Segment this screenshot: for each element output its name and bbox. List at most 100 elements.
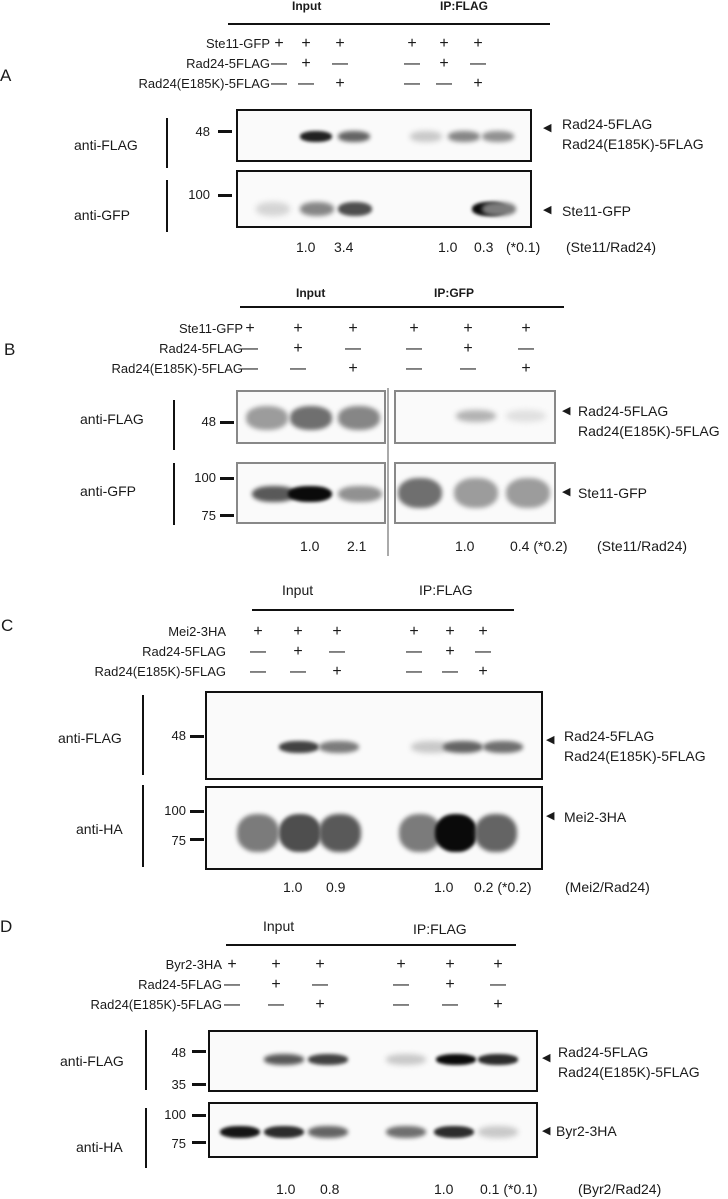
sign-r2-lane3: — (345, 340, 361, 357)
sign-r3-lane2: — (290, 663, 306, 680)
panel-c-input-header: Input (282, 582, 314, 598)
panel-a-antibody-gfp: anti-GFP (74, 207, 131, 223)
panel-a-ratio-1: 1.0 (296, 239, 316, 255)
sign-r3-lane2: — (298, 75, 314, 92)
blot-band (264, 1126, 304, 1138)
panel-d-tick-75 (192, 1141, 206, 1144)
panel-a-antibody-flag: anti-FLAG (74, 137, 138, 153)
panel-d-target-2: Rad24(E185K)-5FLAG (558, 1064, 700, 1080)
blot-band (300, 131, 332, 142)
sign-r1-lane5: + (463, 320, 473, 337)
panel-b-marker-48: 48 (201, 414, 216, 429)
sign-r2-lane4: — (404, 55, 420, 72)
sign-r1-lane1: + (227, 956, 237, 973)
panel-c-marker-100: 100 (164, 803, 186, 818)
panel-d-row-label-1: Byr2-3HA (165, 957, 222, 972)
sign-r1-lane2: + (293, 320, 303, 337)
blot-band (338, 131, 370, 142)
panel-a-bracket-gfp (166, 180, 168, 232)
panel-b-flag-blot-input (236, 390, 386, 444)
panel-a-arrow-gfp: ◀ (543, 204, 552, 216)
blot-band (264, 1054, 304, 1065)
panel-c-ha-blot (205, 786, 543, 870)
sign-r3-lane1: — (242, 360, 258, 377)
sign-r3-lane5: — (442, 996, 458, 1013)
panel-d-input-header: Input (263, 918, 295, 934)
panel-d-antibody-ha: anti-HA (76, 1139, 123, 1155)
panel-d-target-3: Byr2-3HA (556, 1123, 617, 1139)
sign-r3-lane5: — (442, 663, 458, 680)
blot-band (475, 814, 517, 852)
sign-r3-lane6: + (521, 360, 531, 377)
panel-c-marker-48: 48 (171, 728, 186, 743)
blot-band (252, 486, 296, 502)
blot-band (410, 131, 442, 142)
sign-r3-lane2: — (290, 360, 306, 377)
sign-r2-lane1: — (224, 976, 240, 993)
sign-r2-lane5: + (439, 55, 449, 72)
panel-a-marker-100: 100 (188, 187, 210, 202)
panel-c-target-3: Mei2-3HA (564, 809, 627, 825)
blot-band (279, 814, 321, 852)
panel-c-ratio-1: 1.0 (283, 879, 303, 895)
panel-a-row-label-1: Ste11-GFP (205, 36, 270, 51)
sign-r3-lane4: — (406, 360, 422, 377)
panel-b-gfp-blot-input (236, 462, 386, 524)
sign-r1-lane6: + (521, 320, 531, 337)
sign-r3-lane3: + (348, 360, 358, 377)
panel-b-bracket-flag (173, 400, 175, 450)
sign-r3-lane4: — (406, 663, 422, 680)
panel-c-ip-header: IP:FLAG (419, 582, 473, 598)
blot-band (319, 741, 359, 753)
sign-r1-lane6: + (478, 623, 488, 640)
panel-d-ha-blot (208, 1102, 538, 1158)
sign-r1-lane5: + (445, 623, 455, 640)
sign-r3-lane1: — (224, 996, 240, 1013)
panel-c-row-label-1: Mei2-3HA (168, 624, 226, 639)
sign-r2-lane6: — (490, 976, 506, 993)
blot-band (482, 131, 514, 142)
panel-c-ratio-4: 0.2 (*0.2) (474, 879, 532, 895)
panel-b-flag-blot-ip (394, 390, 556, 444)
panel-b-marker-75: 75 (201, 508, 216, 523)
sign-r1-lane3: + (332, 623, 342, 640)
panel-b-row-label-1: Ste11-GFP (178, 321, 243, 336)
panel-a-arrow-flag: ◀ (543, 122, 552, 134)
blot-band (288, 486, 332, 502)
blot-band (308, 1054, 348, 1065)
panel-d-ratio-1: 1.0 (276, 1181, 296, 1197)
panel-d-bracket-flag (145, 1030, 147, 1090)
blot-band (456, 410, 496, 422)
panel-a-input-header: Input (292, 0, 322, 13)
blot-band (279, 741, 319, 753)
panel-d-arrow-flag: ◀ (542, 1052, 551, 1064)
sign-r2-lane5: + (445, 643, 455, 660)
sign-r1-lane5: + (439, 35, 449, 52)
panel-a-tick-48 (218, 130, 232, 133)
blot-band (338, 406, 380, 430)
panel-d-header-rule (226, 944, 516, 946)
sign-r3-lane4: — (404, 75, 420, 92)
panel-b-row-label-3: Rad24(E185K)-5FLAG (111, 361, 243, 376)
panel-c-ratio-label: (Mei2/Rad24) (565, 879, 650, 895)
sign-r1-lane3: + (315, 956, 325, 973)
panel-d-target-1: Rad24-5FLAG (558, 1044, 649, 1060)
panel-a-row-label-2: Rad24-5FLAG (186, 56, 270, 71)
sign-r2-lane1: — (271, 55, 287, 72)
panel-a-ratio-4: 0.3 (474, 239, 494, 255)
panel-c-marker-75: 75 (171, 833, 186, 848)
sign-r2-lane6: — (470, 55, 486, 72)
panel-b-target-3: Ste11-GFP (578, 485, 647, 501)
panel-d-ratio-3: 1.0 (434, 1181, 454, 1197)
panel-d-row-label-2: Rad24-5FLAG (138, 977, 222, 992)
panel-d-flag-blot (208, 1030, 538, 1092)
panel-a-ratio-label: (Ste11/Rad24) (566, 239, 657, 255)
panel-d-arrow-ha: ◀ (542, 1125, 551, 1137)
sign-r3-lane6: + (478, 663, 488, 680)
sign-r1-lane4: + (396, 956, 406, 973)
panel-b-ratio-3: 1.0 (455, 538, 475, 554)
panel-c-bracket-flag (142, 695, 144, 775)
blot-band (237, 814, 279, 852)
blot-band (434, 1126, 474, 1138)
panel-d-marker-48: 48 (171, 1045, 186, 1060)
